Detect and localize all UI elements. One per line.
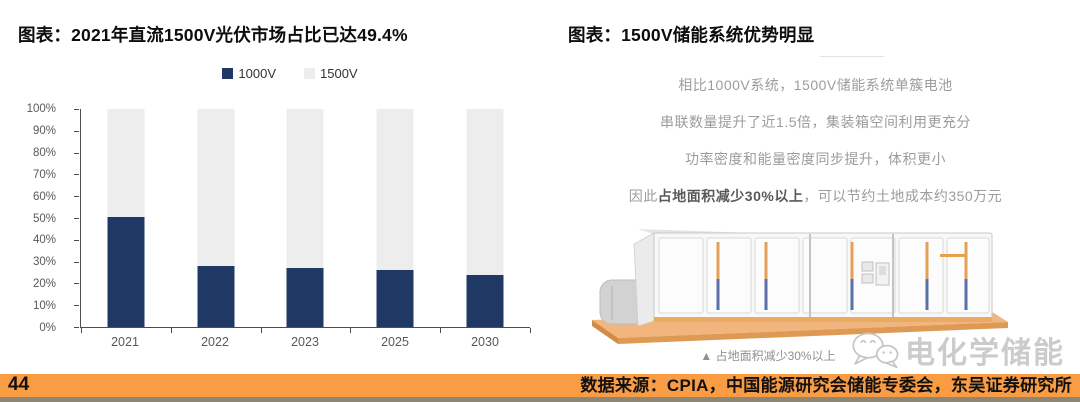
bar-segment-1000V	[286, 268, 324, 327]
bar-segment-1000V	[376, 270, 414, 327]
bar-segment-1500V	[376, 109, 414, 271]
y-tick-label: 10%	[32, 300, 56, 313]
chart-plot	[74, 109, 531, 333]
x-tick-mark	[350, 328, 352, 333]
bar-group-2030	[440, 109, 530, 327]
bar-group-2025	[350, 109, 440, 327]
x-tick-mark	[81, 328, 82, 333]
bar-segment-1000V	[466, 274, 504, 327]
chart-legend: 1000V 1500V	[70, 66, 510, 81]
x-axis-label: 2022	[201, 335, 229, 349]
platform-left-edge	[592, 320, 618, 344]
left-chart-title: 图表：2021年直流1500V光伏市场占比已达49.4%	[18, 25, 408, 45]
right-panel-title: 图表：1500V储能系统优势明显	[568, 25, 815, 45]
control-panel	[861, 261, 890, 286]
y-tick-label: 70%	[32, 168, 56, 181]
container-skirt	[654, 317, 992, 322]
y-tick-mark	[74, 109, 79, 110]
battery-storage-container-illustration	[592, 229, 1008, 344]
bar-segment-1000V	[107, 216, 145, 327]
legend-item-1000V: 1000V	[222, 66, 276, 81]
bar-segment-1500V	[466, 109, 504, 275]
text-line: 串联数量提升了近1.5倍，集装箱空间利用更充分	[660, 114, 971, 130]
footer-bar: 44 数据来源：CPIA，中国能源研究会储能专委会，东吴证券研究所	[0, 374, 1080, 397]
watermark-text: 电化学储能	[905, 337, 1065, 370]
legend-swatch	[222, 68, 234, 79]
text-line: 因此占地面积减少30%以上，可以节约土地成本约350万元	[628, 188, 1003, 204]
x-tick-mark	[260, 328, 262, 333]
y-tick-label: 80%	[32, 146, 56, 159]
text-line: 功率密度和能量密度同步提升，体积更小	[685, 151, 946, 167]
y-tick-mark	[74, 261, 79, 263]
legend-label: 1500V	[320, 66, 358, 81]
bar-group-2023	[261, 109, 351, 327]
legend-swatch	[304, 68, 315, 79]
y-tick-label: 100%	[26, 103, 56, 115]
y-tick-mark	[74, 283, 79, 285]
x-tick-mark	[170, 328, 172, 333]
x-axis-label: 2021	[111, 335, 139, 349]
illustration-caption: ▲ 占地面积减少30%以上	[700, 349, 836, 363]
footer-edge-line	[0, 397, 1080, 402]
bold-highlight: 占地面积减少30%以上	[657, 188, 804, 204]
watermark: 电化学储能	[849, 328, 1065, 372]
bar-group-2022	[171, 109, 261, 327]
y-tick-label: 40%	[32, 234, 56, 247]
y-tick-mark	[74, 130, 79, 132]
x-axis-label: 2023	[291, 335, 319, 349]
bar-segment-1500V	[286, 109, 324, 269]
bar-group-2021	[81, 109, 171, 327]
door-stripes	[716, 242, 968, 310]
container-left-face	[633, 232, 655, 327]
y-tick-mark	[74, 152, 79, 154]
y-tick-mark	[74, 305, 79, 307]
y-tick-mark	[74, 218, 79, 219]
y-tick-label: 30%	[32, 256, 56, 269]
legend-item-1500V: 1500V	[304, 66, 358, 81]
y-tick-label: 0%	[39, 322, 56, 334]
logo-stripe	[940, 254, 966, 257]
container-doors	[658, 237, 990, 314]
x-axis-labels: 2021 2022 2023 2025 2030	[80, 335, 530, 349]
y-tick-label: 50%	[32, 212, 56, 225]
y-tick-mark	[74, 196, 79, 198]
text-line: 相比1000V系统，1500V储能系统单簇电池	[678, 77, 953, 93]
bar-segment-1000V	[197, 265, 235, 327]
right-panel-text: 相比1000V系统，1500V储能系统单簇电池 串联数量提升了近1.5倍，集装箱…	[563, 73, 1068, 221]
y-tick-label: 90%	[32, 124, 56, 137]
x-tick-mark	[530, 328, 531, 333]
y-tick-label: 60%	[32, 190, 56, 203]
chat-bubble-faces-icon	[852, 332, 899, 369]
y-tick-mark	[74, 239, 79, 241]
y-tick-label: 20%	[32, 278, 56, 291]
x-axis-label: 2025	[381, 335, 409, 349]
y-tick-mark	[74, 327, 79, 328]
source-text: 数据来源：CPIA，中国能源研究会储能专委会，东吴证券研究所	[580, 376, 1072, 395]
x-axis-label: 2030	[471, 335, 499, 349]
bar-segment-1500V	[197, 109, 235, 266]
y-tick-mark	[74, 174, 79, 176]
x-tick-mark	[440, 328, 442, 333]
title-underline	[820, 56, 884, 57]
bar-segment-1500V	[107, 109, 145, 217]
legend-label: 1000V	[238, 66, 276, 81]
y-axis-labels: 100% 90% 80% 70% 60% 50% 40% 30% 20% 10% 0%	[18, 103, 72, 334]
page-number: 44	[8, 374, 30, 395]
platform-front-edge	[618, 322, 1008, 344]
bars-row	[81, 109, 530, 327]
